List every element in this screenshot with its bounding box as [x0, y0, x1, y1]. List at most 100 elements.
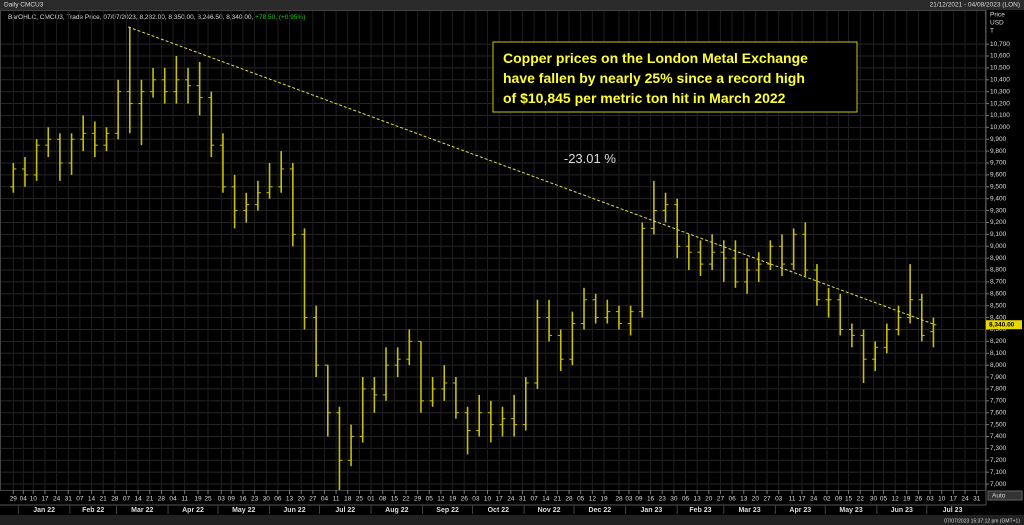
y-tick-label: 8,100 [990, 350, 1007, 357]
x-tick-label: 07 [76, 496, 84, 503]
month-label: Mar 22 [131, 507, 153, 514]
x-tick-label: 13 [740, 496, 748, 503]
x-tick-label: 26 [915, 496, 923, 503]
x-tick-label: 05 [577, 496, 585, 503]
header-bar [0, 0, 1024, 10]
y-tick-label: 10,500 [990, 65, 1010, 72]
annotation-line: of $10,845 per metric ton hit in March 2… [503, 90, 786, 106]
chart-header: Daily CMCU3 [4, 2, 44, 9]
y-tick-label: 10,700 [990, 41, 1010, 48]
y-tick-label: 8,900 [990, 255, 1007, 262]
x-tick-label: 16 [647, 496, 655, 503]
y-tick-label: 9,400 [990, 195, 1007, 202]
x-tick-label: 19 [600, 496, 608, 503]
x-tick-label: 30 [670, 496, 678, 503]
x-tick-label: 05 [880, 496, 888, 503]
y-tick-label: 9,800 [990, 148, 1007, 155]
x-tick-label: 31 [973, 496, 981, 503]
y-tick-label: 10,400 [990, 76, 1010, 83]
x-tick-label: 13 [286, 496, 294, 503]
x-tick-label: 12 [589, 496, 597, 503]
month-label: Jul 22 [335, 507, 355, 514]
y-tick-label: 7,900 [990, 374, 1007, 381]
month-label: Apr 23 [789, 507, 811, 514]
x-tick-label: 27 [309, 496, 317, 503]
y-tick-label: 8,700 [990, 279, 1007, 286]
x-tick-label: 31 [519, 496, 527, 503]
x-tick-label: 14 [88, 496, 96, 503]
x-tick-label: 09 [835, 496, 843, 503]
scrollbar[interactable] [0, 515, 1024, 525]
x-tick-label: 06 [274, 496, 282, 503]
month-label: Sep 22 [436, 507, 459, 514]
y-tick-label: 9,300 [990, 207, 1007, 214]
x-tick-label: 05 [426, 496, 434, 503]
x-tick-label: 12 [437, 496, 445, 503]
y-tick-label: 9,000 [990, 243, 1007, 250]
x-tick-label: 24 [53, 496, 61, 503]
x-tick-label: 04 [169, 496, 177, 503]
x-tick-label: 10 [938, 496, 946, 503]
x-tick-label: 15 [845, 496, 853, 503]
trend-line [127, 26, 936, 326]
x-tick-label: 30 [263, 496, 271, 503]
auto-button[interactable] [987, 490, 1023, 501]
month-label: Mar 23 [738, 507, 760, 514]
y-tick-label: 7,100 [990, 469, 1007, 476]
x-tick-label: 18 [344, 496, 352, 503]
x-tick-label: 06 [682, 496, 690, 503]
month-label: Jan 23 [641, 507, 663, 514]
auto-label: Auto [992, 493, 1006, 500]
x-tick-label: 27 [763, 496, 771, 503]
x-tick-label: 16 [239, 496, 247, 503]
y-tick-label: 10,200 [990, 100, 1010, 107]
month-label: Jun 22 [283, 507, 305, 514]
x-tick-label: 24 [507, 496, 515, 503]
last-price-box [986, 320, 1022, 330]
x-tick-label: 04 [20, 496, 28, 503]
x-tick-label: 21 [146, 496, 154, 503]
x-tick-label: 13 [694, 496, 702, 503]
date-range: 21/12/2021 - 04/08/2023 (LON) [930, 2, 1020, 9]
month-label: May 22 [232, 507, 255, 514]
y-label: Price [990, 12, 1005, 19]
x-tick-label: 10 [30, 496, 38, 503]
x-tick-label: 03 [472, 496, 480, 503]
x-tick-label: 07 [530, 496, 538, 503]
month-label: Apr 22 [182, 507, 204, 514]
x-tick-label: 08 [379, 496, 387, 503]
x-tick-label: 28 [111, 496, 119, 503]
y-tick-label: 8,500 [990, 302, 1007, 309]
x-tick-label: 25 [356, 496, 364, 503]
x-tick-label: 23 [251, 496, 259, 503]
y-tick-label: 10,000 [990, 124, 1010, 131]
x-tick-label: 01 [367, 496, 375, 503]
y-tick-label: 7,300 [990, 445, 1007, 452]
trend-label: -23.01 % [564, 151, 616, 166]
x-tick-label: 07 [123, 496, 131, 503]
month-label: May 23 [839, 507, 862, 514]
y-tick-label: 9,100 [990, 231, 1007, 238]
x-tick-label: 17 [798, 496, 806, 503]
x-tick-label: 22 [402, 496, 410, 503]
y-label: USD [990, 20, 1004, 27]
annotation-line: Copper prices on the London Metal Exchan… [503, 50, 808, 66]
x-tick-label: 31 [65, 496, 73, 503]
month-label: Jul 23 [943, 507, 963, 514]
x-tick-label: 03 [775, 496, 783, 503]
x-tick-label: 30 [870, 496, 878, 503]
month-label: Dec 22 [589, 507, 612, 514]
x-tick-label: 02 [823, 496, 831, 503]
x-tick-label: 28 [615, 496, 623, 503]
x-tick-label: 09 [635, 496, 643, 503]
x-tick-label: 19 [194, 496, 202, 503]
annotation-line: have fallen by nearly 25% since a record… [503, 70, 805, 86]
x-tick-label: 03 [625, 496, 633, 503]
y-tick-label: 9,600 [990, 172, 1007, 179]
y-tick-label: 7,400 [990, 433, 1007, 440]
y-tick-label: 8,600 [990, 291, 1007, 298]
y-tick-label: 10,100 [990, 112, 1010, 119]
x-tick-label: 12 [892, 496, 900, 503]
x-tick-label: 27 [717, 496, 725, 503]
x-tick-label: 19 [903, 496, 911, 503]
